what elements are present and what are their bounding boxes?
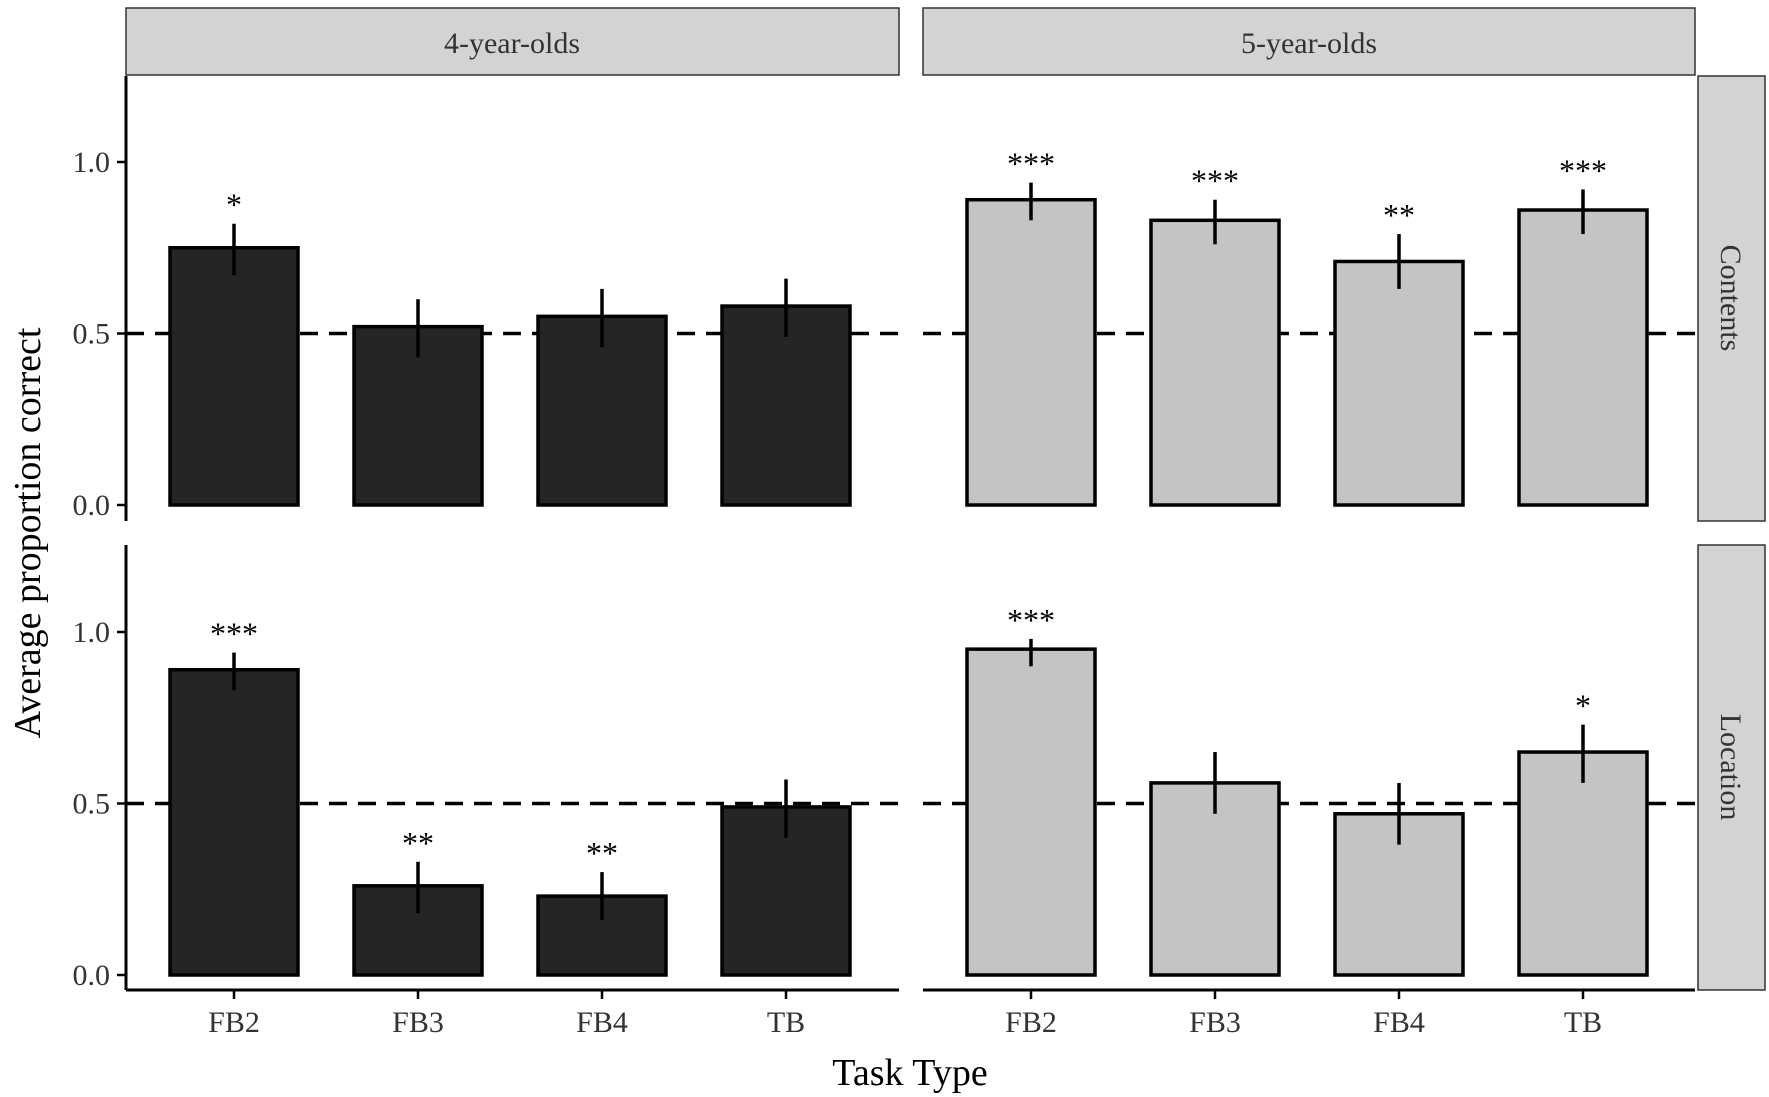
x-tick-label: FB3 [392,1006,444,1039]
y-tick-label: 0.5 [73,318,111,351]
x-tick-label: FB4 [576,1006,628,1039]
significance-label: *** [210,616,258,652]
y-tick-label: 1.0 [73,146,111,179]
column-strip-5yo: 5-year-olds [922,7,1696,76]
x-tick-label: FB3 [1189,1006,1241,1039]
significance-label: *** [1007,602,1055,638]
strip-label-contents: Contents [1714,245,1747,352]
x-tick-label: FB4 [1373,1006,1425,1039]
strip-label-4yo: 4-year-olds [444,27,580,60]
significance-label: ** [402,825,434,861]
significance-label: *** [1559,152,1607,188]
bar-fb3 [1149,218,1281,507]
y-tick-label: 0.0 [73,959,111,992]
strip-background [922,7,1696,76]
panel-contents-0: * 0.0 0.5 1.0 [73,76,899,522]
row-strip-location: Location [1697,544,1766,991]
x-axis-title: Task Type [832,1052,987,1094]
significance-label: ** [1383,197,1415,233]
x-tick-label: FB2 [208,1006,260,1039]
strip-background [1697,544,1766,991]
significance-label: * [226,187,242,223]
x-tick-label: TB [1564,1006,1602,1039]
row-strip-contents: Contents [1697,75,1766,522]
x-tick-label: FB2 [1005,1006,1057,1039]
panel-location-1: ****FB2 FB3 FB4 TB [923,602,1695,1039]
bar-tb [1517,750,1649,977]
significance-label: *** [1191,163,1239,199]
strip-label-5yo: 5-year-olds [1241,27,1377,60]
bar-fb2 [965,197,1097,507]
y-tick-label: 0.0 [73,489,111,522]
plot-area: *0.00.51.0 *** ************* **0.00.51.0FB2… [73,76,1695,1039]
significance-label: *** [1007,146,1055,182]
y-axis-title: Average proportion correct [7,327,49,738]
bar-fb2 [168,667,300,977]
bar-tb [720,304,852,507]
column-strip-4yo: 4-year-olds [125,7,900,76]
strip-background [1697,75,1766,522]
strip-background [125,7,900,76]
bar-tb [1517,208,1649,507]
bar-fb2 [965,647,1097,977]
significance-label: * [1575,688,1591,724]
y-tick-label: 0.5 [73,788,111,821]
bar-fb3 [1149,781,1281,977]
bar-fb4 [1333,259,1465,507]
bar-fb4 [536,314,668,507]
significance-label: ** [586,835,618,871]
strip-label-location: Location [1714,714,1747,821]
bar-fb2 [168,246,300,507]
x-tick-label: TB [767,1006,805,1039]
y-tick-label: 1.0 [73,616,111,649]
panel-contents-1: *** ******** [923,146,1695,507]
